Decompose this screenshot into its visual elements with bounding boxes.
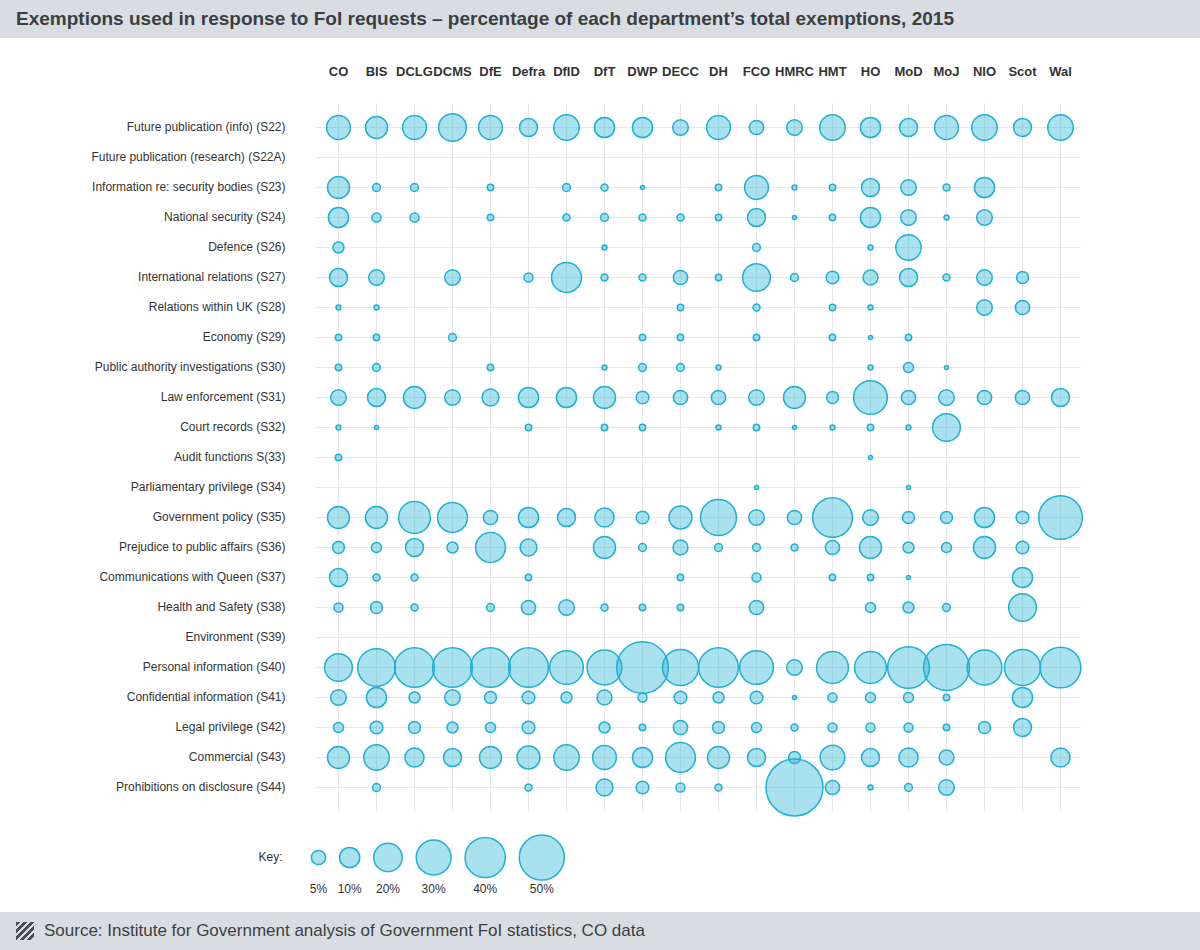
svg-text:Relations within UK (S28): Relations within UK (S28): [149, 300, 286, 314]
svg-text:DCLG: DCLG: [396, 64, 433, 79]
svg-text:DCMS: DCMS: [433, 64, 472, 79]
svg-text:Parliamentary privilege (S34): Parliamentary privilege (S34): [131, 480, 286, 494]
svg-text:Audit functions S(33): Audit functions S(33): [174, 450, 285, 464]
svg-text:Wal: Wal: [1049, 64, 1072, 79]
svg-text:50%: 50%: [530, 882, 554, 896]
svg-text:International relations (S27): International relations (S27): [138, 270, 285, 284]
html-text:Source: Institute for Governme: Source: Institute for Government analysi…: [44, 921, 645, 940]
svg-text:Government policy (S35): Government policy (S35): [153, 510, 286, 524]
html-text:Exemptions used in response to: Exemptions used in response to FoI reque…: [16, 8, 954, 29]
svg-text:HMRC: HMRC: [775, 64, 815, 79]
svg-text:CO: CO: [329, 64, 349, 79]
svg-text:Public authority investigation: Public authority investigations (S30): [95, 360, 286, 374]
svg-text:Legal privilege (S42): Legal privilege (S42): [175, 720, 285, 734]
svg-text:Law enforcement (S31): Law enforcement (S31): [161, 390, 286, 404]
svg-text:Health and Safety (S38): Health and Safety (S38): [157, 600, 285, 614]
svg-text:NIO: NIO: [973, 64, 996, 79]
svg-text:Court records (S32): Court records (S32): [180, 420, 285, 434]
svg-text:10%: 10%: [338, 882, 362, 896]
svg-text:Future publication (info) (S22: Future publication (info) (S22): [127, 120, 286, 134]
svg-text:30%: 30%: [422, 882, 446, 896]
svg-text:Scot: Scot: [1008, 64, 1037, 79]
svg-text:MoD: MoD: [894, 64, 922, 79]
svg-text:Environment (S39): Environment (S39): [185, 630, 285, 644]
svg-text:DWP: DWP: [627, 64, 658, 79]
svg-text:Personal information (S40): Personal information (S40): [143, 660, 286, 674]
svg-text:DECC: DECC: [662, 64, 699, 79]
svg-text:National security (S24): National security (S24): [164, 210, 285, 224]
svg-text:Prejudice to public affairs (S: Prejudice to public affairs (S36): [119, 540, 286, 554]
svg-text:DH: DH: [709, 64, 728, 79]
svg-text:MoJ: MoJ: [934, 64, 960, 79]
svg-text:Communications with Queen (S37: Communications with Queen (S37): [99, 570, 285, 584]
svg-text:FCO: FCO: [743, 64, 770, 79]
svg-text:Prohibitions on disclosure (S4: Prohibitions on disclosure (S44): [116, 780, 285, 794]
svg-text:DfE: DfE: [479, 64, 502, 79]
svg-text:Economy (S29): Economy (S29): [203, 330, 286, 344]
svg-text:Defence (S26): Defence (S26): [208, 240, 285, 254]
svg-text:Key:: Key:: [259, 850, 283, 864]
svg-text:20%: 20%: [376, 882, 400, 896]
svg-text:HO: HO: [861, 64, 881, 79]
svg-text:Information re: security bodie: Information re: security bodies (S23): [92, 180, 285, 194]
svg-text:Confidential information (S41): Confidential information (S41): [127, 690, 286, 704]
svg-text:Commercial (S43): Commercial (S43): [189, 750, 286, 764]
svg-text:DfID: DfID: [553, 64, 580, 79]
svg-text:Future publication (research): Future publication (research) (S22A): [91, 150, 285, 164]
svg-text:HMT: HMT: [818, 64, 846, 79]
svg-text:Defra: Defra: [512, 64, 546, 79]
svg-text:DfT: DfT: [594, 64, 616, 79]
svg-text:40%: 40%: [473, 882, 497, 896]
svg-text:5%: 5%: [310, 882, 328, 896]
svg-text:BIS: BIS: [366, 64, 388, 79]
